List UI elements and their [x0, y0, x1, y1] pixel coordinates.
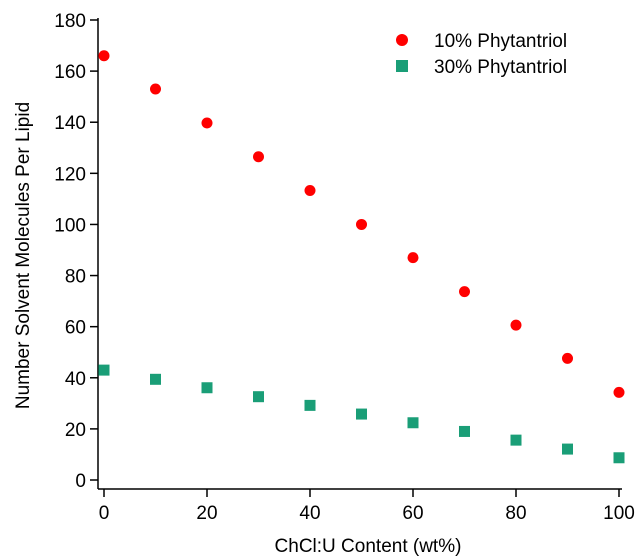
point-series-1 [356, 218, 367, 230]
point-series-2 [304, 399, 316, 411]
x-axis-title: ChCl:U Content (wt%) [275, 536, 462, 557]
y-tick-label: 60 [65, 318, 86, 339]
point-series-1 [613, 386, 625, 398]
point-series-1 [98, 50, 110, 62]
axes [97, 18, 622, 490]
point-series-1 [304, 184, 316, 196]
y-axis-title: Number Solvent Molecules Per Lipid [13, 102, 34, 409]
x-tick-label: 80 [505, 503, 526, 524]
x-tick-label: 60 [402, 503, 423, 524]
y-tick-label: 0 [75, 471, 86, 492]
data-points [98, 50, 625, 464]
point-series-1 [407, 252, 419, 264]
legend-label: 10% Phytantriol [434, 31, 567, 52]
point-series-2 [98, 364, 110, 376]
legend-label: 30% Phytantriol [434, 57, 567, 78]
x-tick-label: 0 [99, 503, 110, 524]
point-series-2 [562, 443, 573, 455]
point-series-1 [562, 352, 573, 364]
y-tick-label: 20 [65, 420, 86, 441]
point-series-2 [356, 408, 367, 420]
y-tick-label: 100 [54, 215, 86, 236]
x-tick-label: 20 [196, 503, 217, 524]
point-series-1 [459, 286, 470, 298]
point-series-2 [407, 417, 419, 429]
point-series-2 [253, 391, 264, 403]
point-series-2 [150, 373, 161, 385]
point-series-2 [459, 425, 470, 437]
y-tick-label: 80 [65, 267, 86, 288]
legend-marker-circle [396, 34, 408, 46]
y-axis-ticks: 0 20 40 60 80 100 120 140 160 180 [54, 11, 98, 492]
x-axis-ticks: 0 20 40 60 80 100 [99, 489, 635, 524]
y-tick-label: 180 [54, 11, 86, 32]
point-series-1 [201, 117, 213, 129]
point-series-2 [201, 382, 213, 394]
point-series-1 [253, 151, 264, 163]
legend-marker-square [396, 60, 408, 72]
legend: 10% Phytantriol 30% Phytantriol [396, 31, 567, 78]
y-tick-label: 160 [54, 62, 86, 83]
point-series-1 [510, 319, 522, 331]
point-series-1 [150, 83, 161, 95]
point-series-2 [510, 434, 522, 446]
y-tick-label: 140 [54, 113, 86, 134]
y-tick-label: 40 [65, 369, 86, 390]
point-series-2 [613, 452, 625, 464]
x-tick-label: 100 [603, 503, 635, 524]
y-tick-label: 120 [54, 164, 86, 185]
x-tick-label: 40 [299, 503, 320, 524]
